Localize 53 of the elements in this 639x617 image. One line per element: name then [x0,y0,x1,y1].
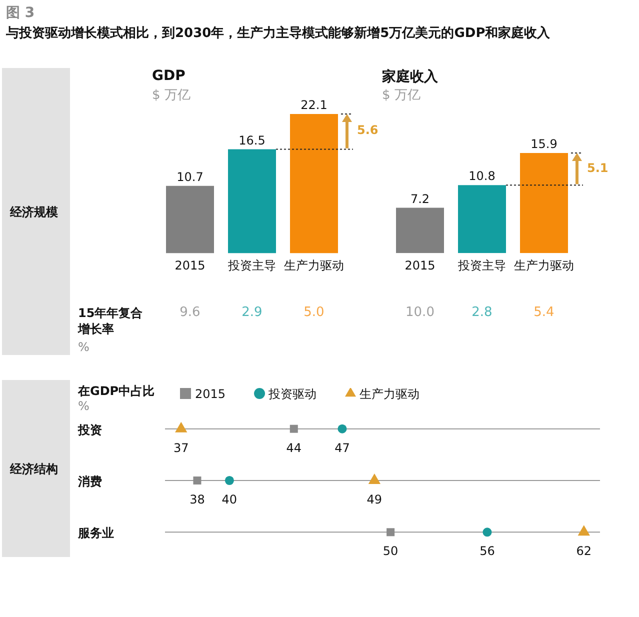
data-label: 44 [286,440,302,455]
data-label: 16.5 [238,133,266,148]
caption: 图 3 [6,4,35,22]
legend-label: 2015 [195,387,226,401]
point [482,528,492,537]
text: 与投资驱动增长模式相比，到2030年，生产力主导模式能够新增5万亿美元的GDP和家庭收入 [6,24,552,42]
text: 5.0 [302,305,326,320]
data-label: 37 [173,440,189,455]
data-label: 50 [382,544,398,558]
x-tick-label: 2015 [404,258,436,273]
point [224,476,234,486]
label-panel: 经济结构 [2,380,70,557]
label-panel: 经济规模 [2,68,70,355]
x-tick-label: 2015 [174,258,206,273]
y-tick-label: 投资 [77,422,102,437]
text: 15年年复合增长率 [78,305,144,337]
legend-label: 投资驱动 [268,387,317,401]
text: 10.0 [404,305,436,320]
text: 2.9 [240,305,264,320]
data-label: 56 [480,544,495,558]
chart-title: GDP [152,68,186,84]
text: 5.6 [357,123,378,138]
point [386,528,395,536]
data-label: 22.1 [300,98,328,112]
point [338,424,347,434]
x-tick-label: 生产力驱动 [284,258,344,273]
chart-title: 家庭收入 [382,68,438,86]
chart-subtitle: $ 万亿 [152,87,190,104]
text: 2.8 [470,305,494,320]
chart-title: 在GDP中占比 [78,383,155,400]
chart-subtitle: % [78,399,90,413]
data-label: 47 [334,440,350,455]
text: 5.4 [532,305,556,320]
text: 5.1 [587,160,608,175]
data-label: 40 [222,492,238,507]
data-label: 10.8 [468,168,496,183]
point [290,424,298,433]
x-tick-label: 投资主导 [227,258,276,273]
x-tick-label: 投资主导 [457,258,506,273]
data-label: 15.9 [530,136,558,151]
legend-label: 生产力驱动 [360,387,420,401]
text: 9.6 [178,305,202,320]
data-label: 62 [576,544,592,558]
point [193,476,202,484]
chart-subtitle: $ 万亿 [382,87,420,104]
data-label: 38 [190,492,205,507]
x-tick-label: 生产力驱动 [514,258,574,273]
data-label: 7.2 [410,192,430,206]
data-label: 49 [366,492,382,507]
y-tick-label: 服务业 [77,526,114,540]
y-tick-label: 消费 [77,474,102,488]
text: % [78,340,90,354]
data-label: 10.7 [176,170,204,184]
